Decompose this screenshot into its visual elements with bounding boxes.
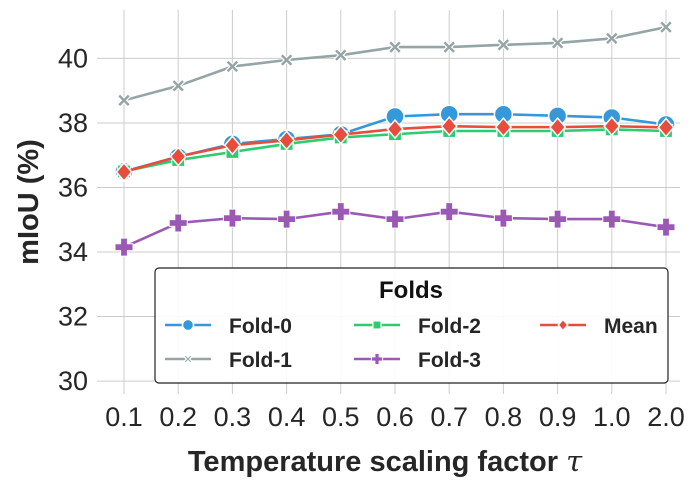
legend-marker-mean (557, 318, 569, 332)
x-tick-label: 0.1 (105, 402, 143, 432)
series-fold-1 (116, 19, 674, 108)
x-tick-label: 0.3 (214, 402, 252, 432)
legend-marker-fold-0 (181, 318, 195, 332)
x-tick-label: 0.2 (159, 402, 197, 432)
legend-box (154, 267, 669, 384)
legend-title: Folds (379, 277, 443, 304)
legend-marker-fold-1 (183, 354, 193, 364)
y-tick-label: 32 (58, 302, 88, 332)
data-point-mean (277, 130, 296, 151)
legend-label-fold-3: Fold-3 (418, 349, 481, 372)
x-tick-label: 0.4 (268, 402, 306, 432)
y-tick-labels: 30 32 34 36 38 40 (58, 43, 88, 396)
series-layer (114, 19, 676, 257)
data-point-fold-1 (333, 47, 349, 63)
data-point-fold-3 (385, 209, 405, 229)
data-point-mean (548, 116, 567, 138)
legend-marker-fold-2 (372, 320, 382, 330)
data-point-fold-1 (604, 31, 620, 46)
data-point-mean (386, 118, 404, 140)
series-mean (115, 116, 675, 183)
x-tick-label: 1.0 (593, 402, 631, 432)
data-point-fold-3 (493, 208, 513, 228)
legend: Folds Fold-0 Fold-1 Fold-2 Fold-3 Mean (154, 267, 669, 384)
legend-label-fold-0: Fold-0 (229, 315, 292, 338)
legend-item-fold-3: Fold-3 (354, 349, 481, 372)
series-fold-3 (114, 202, 676, 257)
data-point-mean (223, 135, 242, 156)
y-tick-label: 40 (58, 43, 88, 73)
data-point-mean (115, 161, 133, 183)
data-point-fold-3 (331, 202, 351, 222)
data-point-fold-3 (439, 202, 459, 222)
x-axis-title-symbol: τ (566, 444, 583, 478)
data-point-fold-3 (656, 217, 676, 237)
x-tick-labels: 0.1 0.2 0.3 0.4 0.5 0.6 0.7 0.8 0.9 1.0 2.0 (105, 402, 685, 432)
y-tick-label: 34 (58, 237, 88, 267)
y-axis-title: mIoU (%) (13, 139, 45, 265)
x-tick-label: 0.7 (430, 402, 468, 432)
x-tick-label: 0.9 (539, 402, 577, 432)
y-tick-label: 30 (58, 366, 88, 396)
data-point-fold-1 (225, 59, 240, 74)
data-point-fold-1 (170, 78, 186, 94)
x-tick-label: 0.6 (376, 402, 414, 432)
data-point-fold-1 (387, 39, 403, 55)
x-axis-title: Temperature scaling factor τ (188, 444, 583, 478)
data-point-mean (169, 146, 187, 167)
legend-items: Fold-0 Fold-1 Fold-2 Fold-3 Mean (165, 315, 658, 372)
data-point-fold-1 (441, 39, 457, 55)
data-point-fold-3 (548, 209, 568, 229)
data-point-mean (494, 116, 513, 138)
data-point-fold-3 (277, 209, 297, 229)
legend-label-fold-1: Fold-1 (229, 349, 292, 372)
data-point-mean (657, 117, 675, 138)
data-point-fold-3 (222, 208, 242, 228)
data-point-fold-1 (550, 35, 565, 51)
legend-item-mean: Mean (540, 315, 658, 338)
data-point-fold-1 (658, 19, 674, 35)
data-point-fold-3 (602, 209, 622, 229)
legend-marker-fold-3 (370, 352, 384, 366)
x-axis-title-text: Temperature scaling factor (188, 446, 558, 478)
legend-label-fold-2: Fold-2 (418, 315, 481, 338)
legend-item-fold-2: Fold-2 (354, 315, 481, 338)
x-tick-label: 2.0 (647, 402, 685, 432)
data-point-fold-1 (279, 52, 294, 68)
y-tick-label: 38 (58, 108, 88, 138)
legend-item-fold-1: Fold-1 (165, 349, 292, 372)
y-tick-label: 36 (58, 172, 88, 202)
data-point-mean (332, 124, 350, 145)
legend-label-mean: Mean (604, 315, 658, 338)
x-tick-label: 0.5 (322, 402, 360, 432)
data-point-mean (603, 116, 621, 137)
data-point-fold-3 (114, 237, 134, 257)
x-tick-label: 0.8 (485, 402, 523, 432)
data-point-fold-3 (168, 213, 188, 233)
data-point-fold-1 (116, 93, 132, 108)
data-point-mean (440, 116, 458, 137)
legend-item-fold-0: Fold-0 (165, 315, 292, 338)
data-point-fold-1 (496, 37, 511, 53)
